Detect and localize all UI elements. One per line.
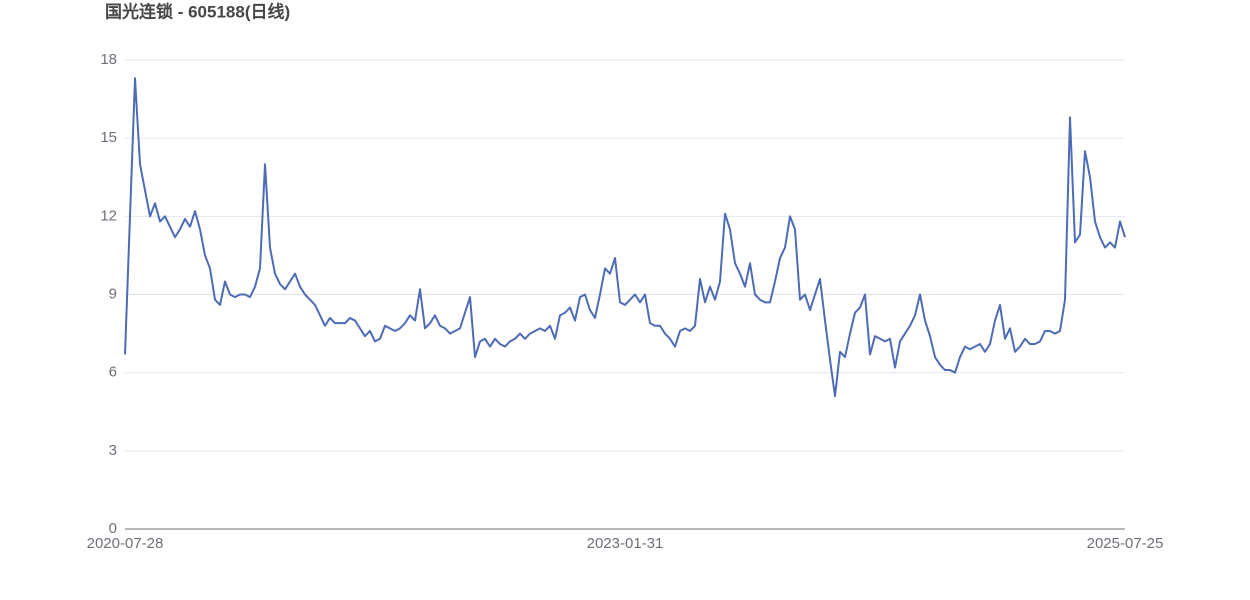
x-tick-label: 2025-07-25: [1087, 535, 1164, 552]
y-tick-label: 12: [100, 207, 117, 224]
x-tick-label: 2023-01-31: [587, 535, 664, 552]
y-tick-label: 0: [109, 520, 117, 537]
y-tick-label: 9: [109, 285, 117, 302]
chart-title: 国光连锁 - 605188(日线): [105, 1, 290, 21]
x-tick-label: 2020-07-28: [87, 535, 164, 552]
y-tick-label: 6: [109, 364, 117, 381]
y-tick-label: 18: [100, 51, 117, 68]
price-line: [124, 77, 1126, 398]
y-tick-label: 3: [109, 442, 117, 459]
y-tick-label: 15: [100, 129, 117, 146]
